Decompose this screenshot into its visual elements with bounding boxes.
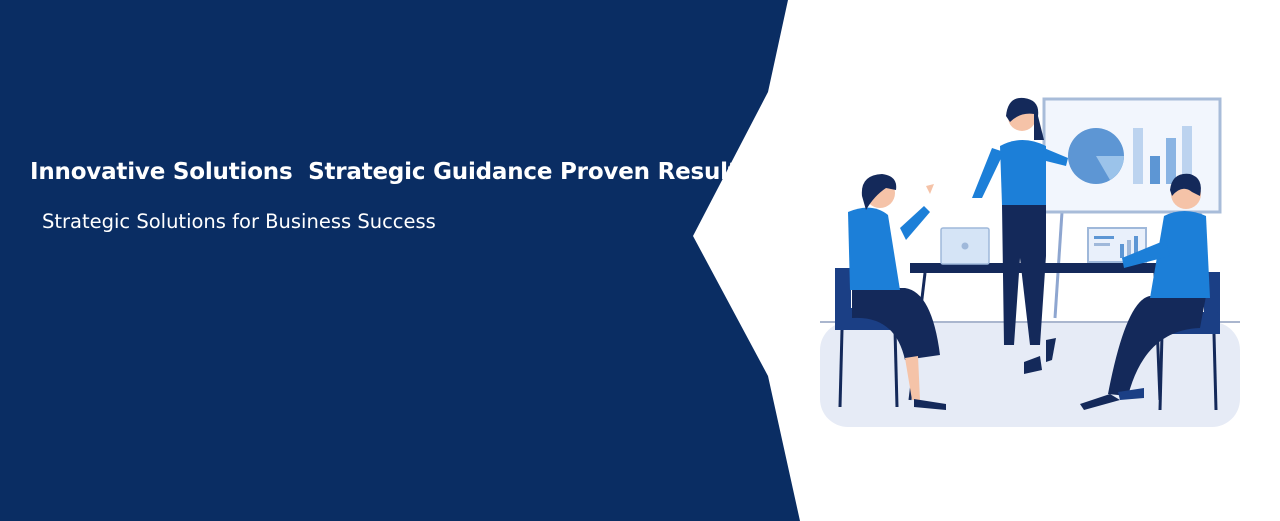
hero-headline: Innovative Solutions Strategic Guidance … (30, 159, 763, 185)
team-member-icon (1080, 173, 1220, 411)
presenter-icon (972, 97, 1068, 374)
team-meeting-illustration (820, 97, 1240, 427)
laptop-icon (940, 227, 990, 265)
hero-subheadline: Strategic Solutions for Business Success (42, 210, 436, 233)
team-member-icon (835, 174, 946, 410)
whiteboard-pie-chart-icon (1042, 97, 1222, 319)
